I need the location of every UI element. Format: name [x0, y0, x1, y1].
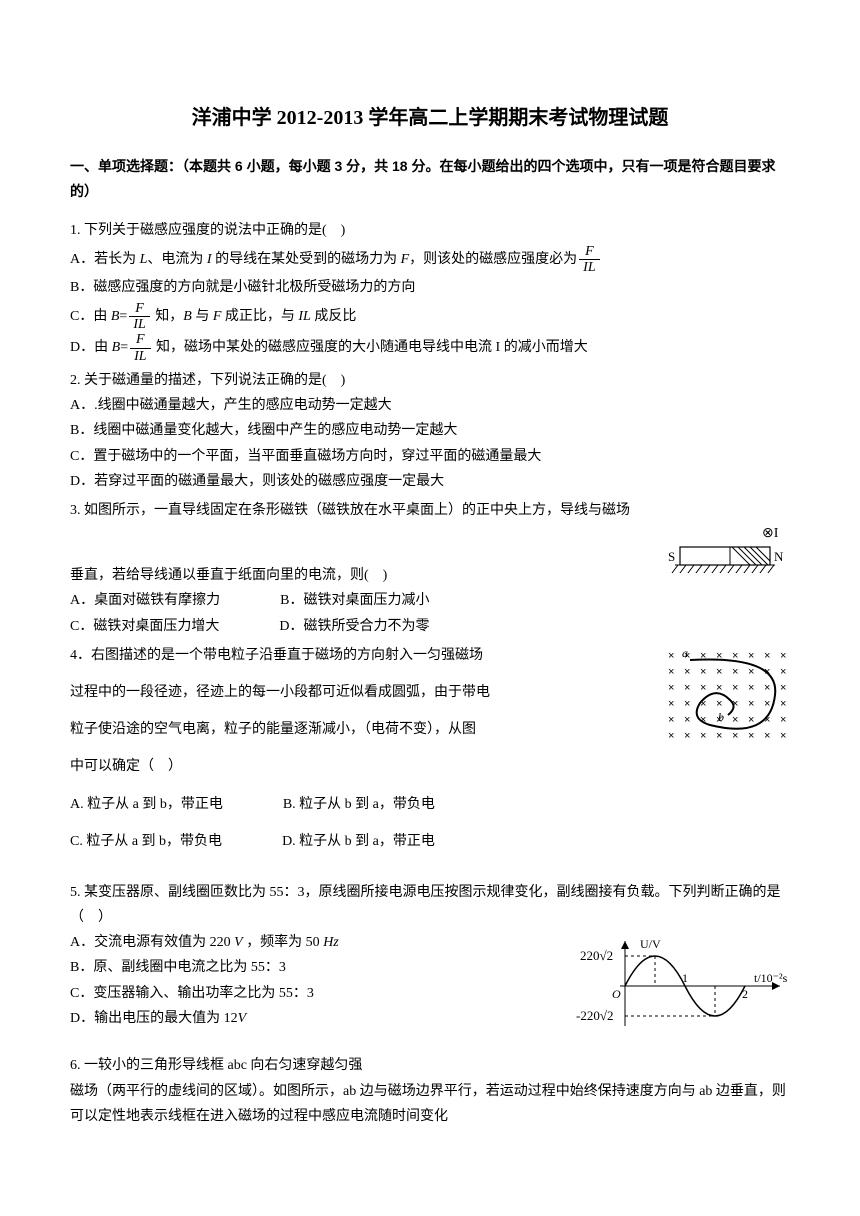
q5-figure: U/V t/10⁻²s 220√2 -220√2 O 1 2	[570, 936, 790, 1045]
svg-text:×: ×	[732, 714, 738, 726]
q1-opt-a: A．若长为 L、电流为 I 的导线在某处受到的磁场力为 F，则该处的磁感应强度必…	[70, 244, 790, 276]
q3-figure: ⊗I S N	[660, 525, 790, 589]
q3-opt-c: C．磁铁对桌面压力增大	[70, 614, 219, 639]
q6-stem2: 磁场（两平行的虚线间的区域）。如图所示，ab 边与磁场边界平行，若运动过程中始终…	[70, 1079, 790, 1129]
q2-opt-b: B．线圈中磁通量变化越大，线圈中产生的感应电动势一定越大	[70, 418, 790, 443]
q1-opt-c: C．由 B=FIL 知，B 与 F 成正比，与 IL 成反比	[70, 301, 790, 333]
svg-text:b: b	[718, 710, 724, 724]
q1-stem: 1. 下列关于磁感应强度的说法中正确的是( )	[70, 218, 790, 243]
q4-opt-c: C. 粒子从 a 到 b，带负电	[70, 829, 222, 854]
svg-text:×: ×	[748, 650, 754, 662]
svg-text:×: ×	[748, 714, 754, 726]
svg-text:×: ×	[668, 682, 674, 694]
svg-text:×: ×	[748, 682, 754, 694]
svg-text:×: ×	[684, 666, 690, 678]
pole-n: N	[774, 549, 784, 564]
svg-text:×: ×	[780, 682, 786, 694]
svg-text:×: ×	[668, 730, 674, 742]
svg-text:×: ×	[716, 698, 722, 710]
svg-text:×: ×	[732, 666, 738, 678]
svg-text:×: ×	[780, 714, 786, 726]
svg-text:O: O	[612, 987, 621, 1001]
q2-opt-a: A．.线圈中磁通量越大，产生的感应电动势一定越大	[70, 393, 790, 418]
svg-text:×: ×	[668, 698, 674, 710]
q3-opt-a: A．桌面对磁铁有摩擦力	[70, 588, 220, 613]
question-6: 6. 一较小的三角形导线框 abc 向右匀速穿越匀强 磁场（两平行的虚线间的区域…	[70, 1053, 790, 1129]
svg-text:×: ×	[684, 730, 690, 742]
svg-text:×: ×	[748, 666, 754, 678]
svg-text:×: ×	[732, 730, 738, 742]
y-max: 220√2	[580, 948, 613, 963]
y-axis-label: U/V	[640, 937, 661, 951]
q2-opt-d: D．若穿过平面的磁通量最大，则该处的磁感应强度一定最大	[70, 469, 790, 494]
svg-text:a: a	[682, 646, 688, 660]
svg-text:×: ×	[684, 698, 690, 710]
svg-text:×: ×	[668, 650, 674, 662]
q1-opt-b: B．磁感应强度的方向就是小磁针北极所受磁场力的方向	[70, 275, 790, 300]
q4-opt-d: D. 粒子从 b 到 a，带正电	[282, 829, 435, 854]
q4-opt-a: A. 粒子从 a 到 b，带正电	[70, 792, 223, 817]
svg-text:×: ×	[668, 714, 674, 726]
svg-text:×: ×	[700, 666, 706, 678]
svg-text:×: ×	[780, 730, 786, 742]
q4-figure: × × × × × × × × × × × × × × × × × × × × × × × × × × × × × × × × × × × ×…	[660, 645, 790, 764]
svg-text:×: ×	[684, 682, 690, 694]
q1-opt-d: D．由 B=FIL 知，磁场中某处的磁感应强度的大小随通电导线中电流 I 的减小…	[70, 332, 790, 364]
question-1: 1. 下列关于磁感应强度的说法中正确的是( ) A．若长为 L、电流为 I 的导…	[70, 218, 790, 364]
q5-stem: 5. 某变压器原、副线圈匝数比为 55：3，原线圈所接电源电压按图示规律变化，副…	[70, 880, 790, 930]
svg-text:×: ×	[764, 650, 770, 662]
svg-text:×: ×	[732, 682, 738, 694]
question-4: × × × × × × × × × × × × × × × × × × × × × × × × × × × × × × × × × × × ×…	[70, 643, 790, 866]
svg-text:×: ×	[716, 666, 722, 678]
svg-text:×: ×	[780, 666, 786, 678]
page-title: 洋浦中学 2012-2013 学年高二上学期期末考试物理试题	[70, 100, 790, 136]
x-axis-label: t/10⁻²s	[754, 971, 788, 985]
x-tick-1: 1	[682, 971, 688, 985]
svg-text:×: ×	[764, 698, 770, 710]
current-symbol: ⊗I	[762, 526, 779, 541]
question-3: 3. 如图所示，一直导线固定在条形磁铁（磁铁放在水平桌面上）的正中央上方，导线与…	[70, 498, 790, 639]
svg-text:×: ×	[700, 730, 706, 742]
q2-stem: 2. 关于磁通量的描述，下列说法正确的是( )	[70, 368, 790, 393]
section-1-heading: 一、单项选择题：（本题共 6 小题，每小题 3 分，共 18 分。在每小题给出的…	[70, 154, 790, 204]
svg-text:×: ×	[668, 666, 674, 678]
svg-text:×: ×	[748, 698, 754, 710]
svg-text:×: ×	[764, 730, 770, 742]
question-5: 5. 某变压器原、副线圈匝数比为 55：3，原线圈所接电源电压按图示规律变化，副…	[70, 880, 790, 1050]
question-2: 2. 关于磁通量的描述，下列说法正确的是( ) A．.线圈中磁通量越大，产生的感…	[70, 368, 790, 494]
y-min: -220√2	[576, 1008, 613, 1023]
pole-s: S	[668, 549, 675, 564]
q3-opt-d: D．磁铁所受合力不为零	[279, 614, 429, 639]
q2-opt-c: C．置于磁场中的一个平面，当平面垂直磁场方向时，穿过平面的磁通量最大	[70, 444, 790, 469]
svg-text:×: ×	[780, 650, 786, 662]
svg-text:×: ×	[764, 682, 770, 694]
svg-text:×: ×	[700, 682, 706, 694]
q4-opt-b: B. 粒子从 b 到 a，带负电	[283, 792, 435, 817]
svg-text:×: ×	[684, 714, 690, 726]
svg-text:×: ×	[748, 730, 754, 742]
q3-stem1: 3. 如图所示，一直导线固定在条形磁铁（磁铁放在水平桌面上）的正中央上方，导线与…	[70, 498, 790, 523]
x-tick-2: 2	[742, 987, 748, 1001]
q3-opt-b: B．磁铁对桌面压力减小	[280, 588, 429, 613]
svg-text:×: ×	[716, 730, 722, 742]
svg-text:×: ×	[780, 698, 786, 710]
q6-stem1: 6. 一较小的三角形导线框 abc 向右匀速穿越匀强	[70, 1053, 790, 1078]
